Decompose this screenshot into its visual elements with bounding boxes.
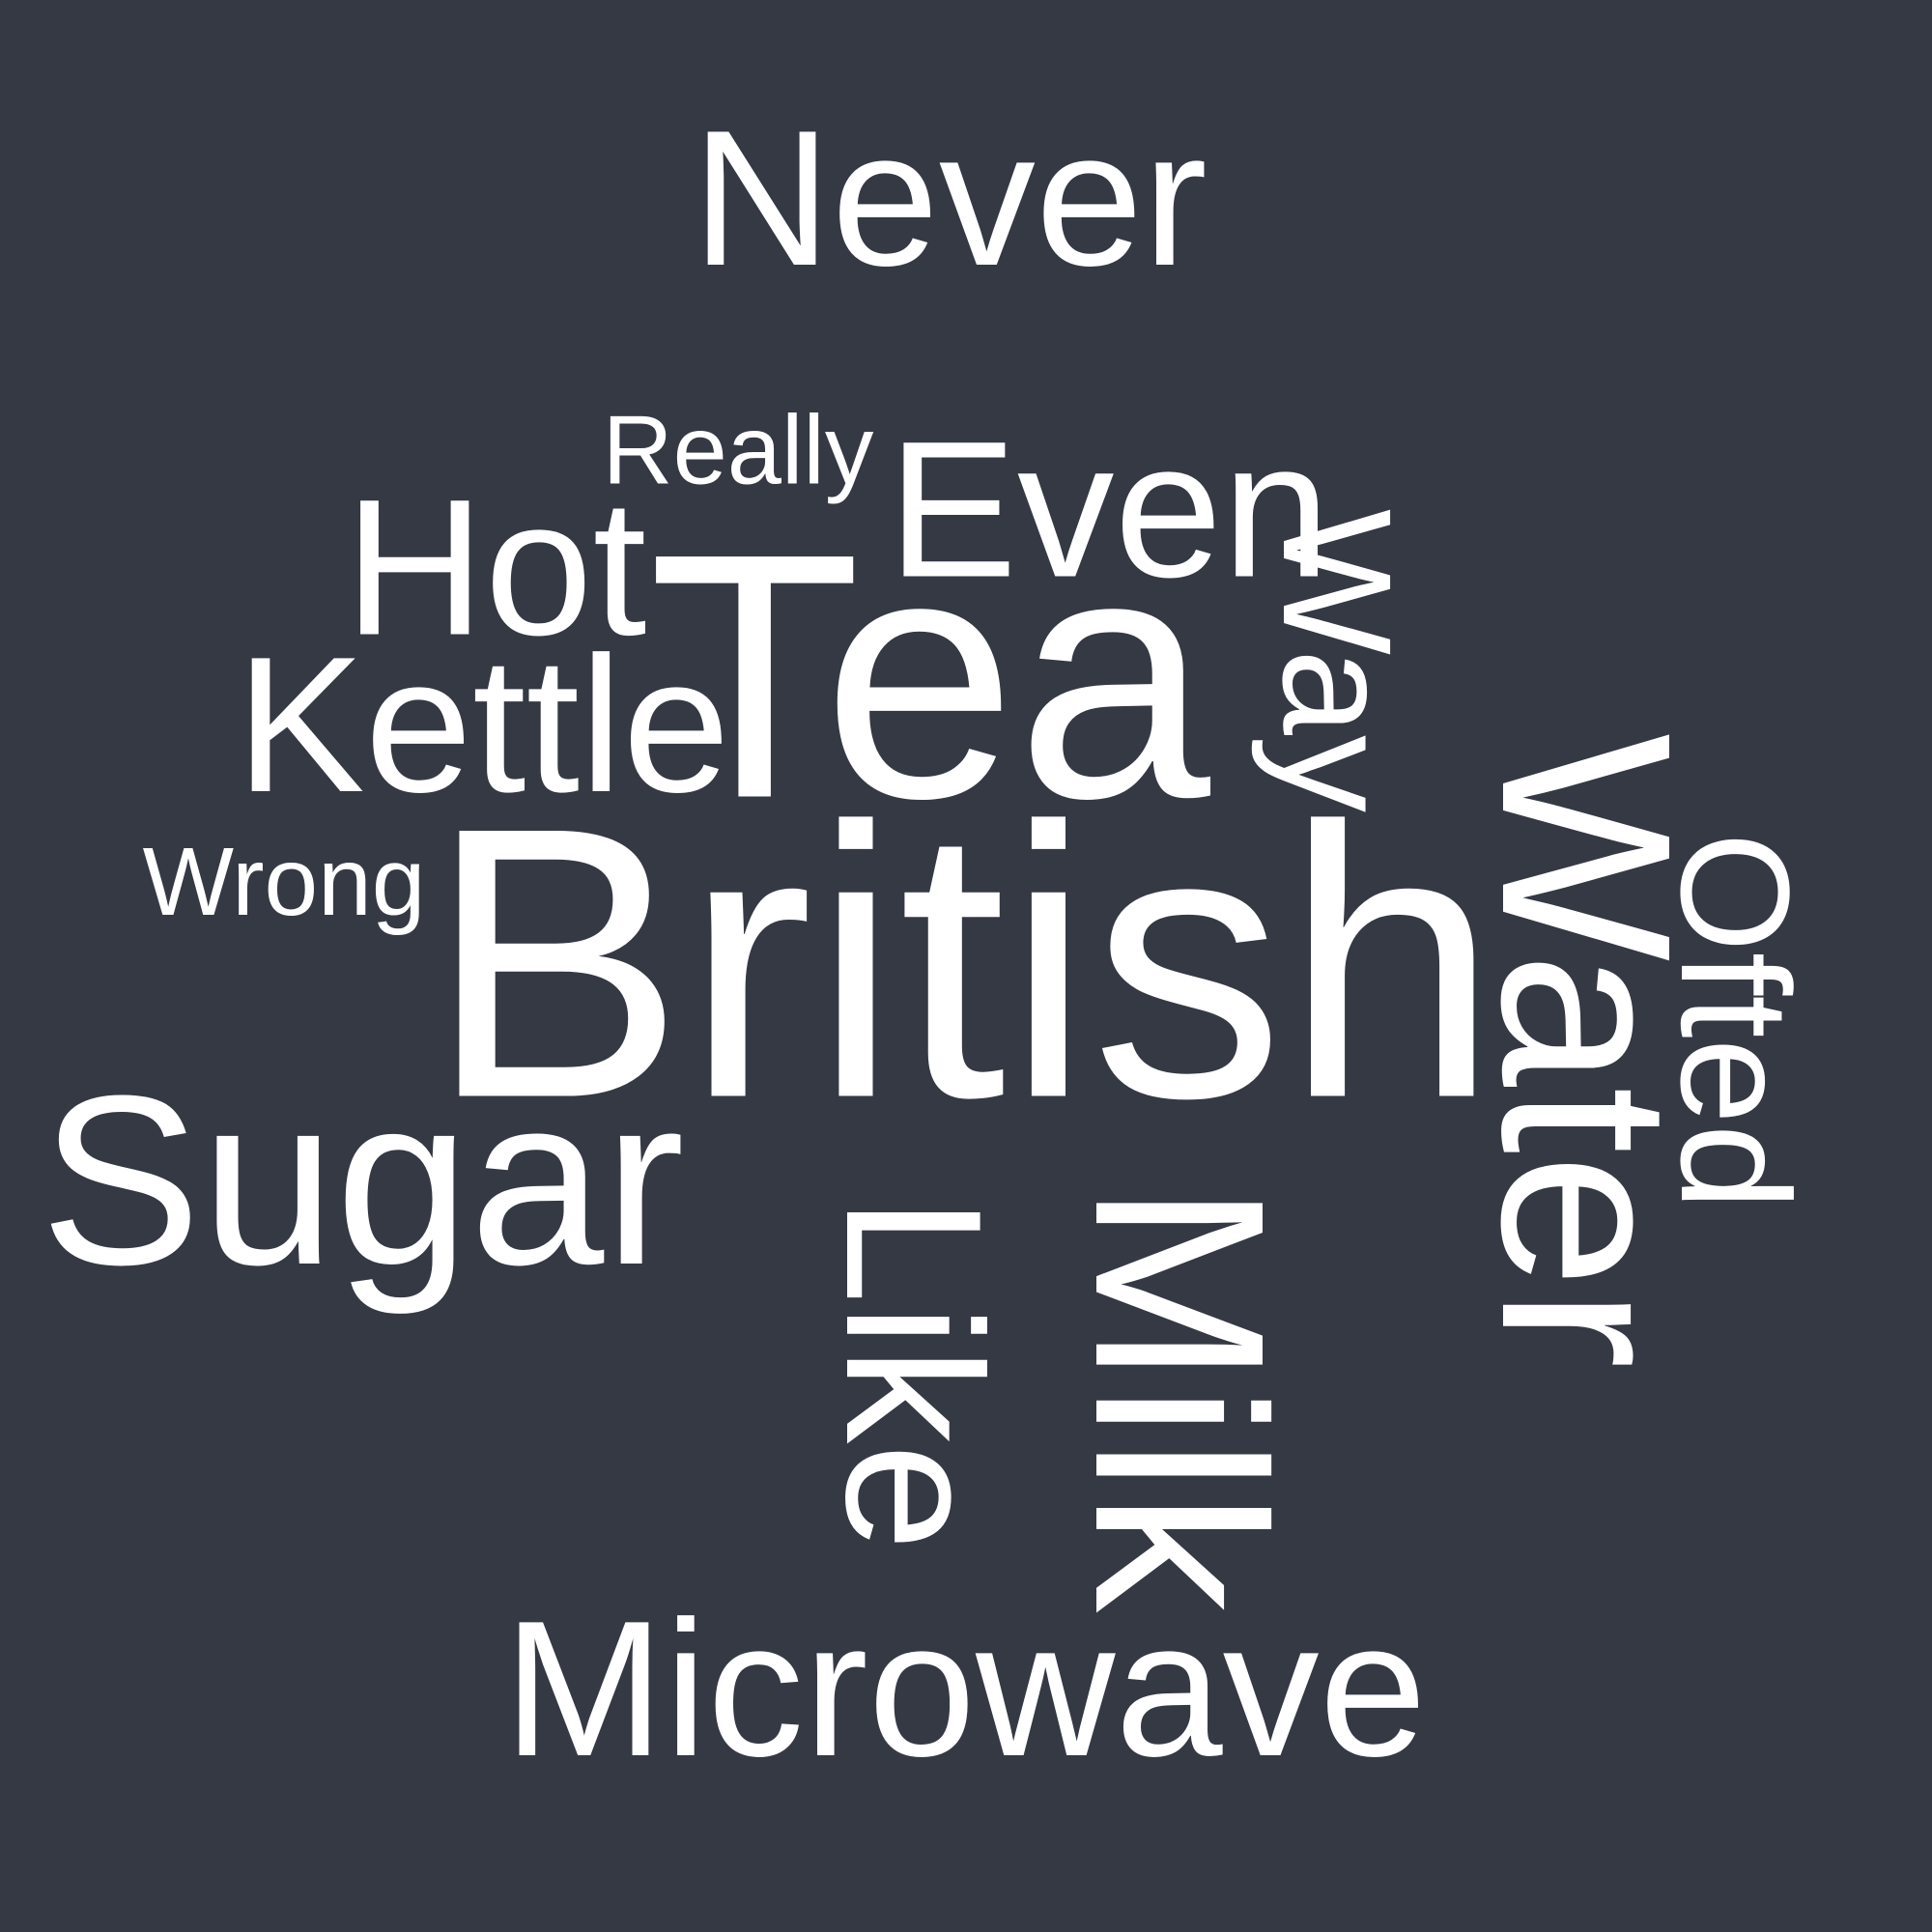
word-tea: Tea [647,480,1211,871]
word-microwave: Microwave [503,1581,1427,1797]
word-really: Really [602,396,874,505]
word-hot: Hot [344,458,647,676]
word-way: Way [1251,508,1424,813]
word-british: British [427,747,1499,1179]
word-even: Even [887,400,1331,618]
word-never: Never [692,91,1208,306]
word-sugar: Sugar [40,1045,685,1315]
word-wrong: Wrong [142,828,426,936]
word-milk: Milk [1045,1182,1315,1613]
word-like: Like [806,1196,1021,1551]
word-kettle: Kettle [236,617,730,833]
word-ofted: Ofted [1649,832,1822,1210]
